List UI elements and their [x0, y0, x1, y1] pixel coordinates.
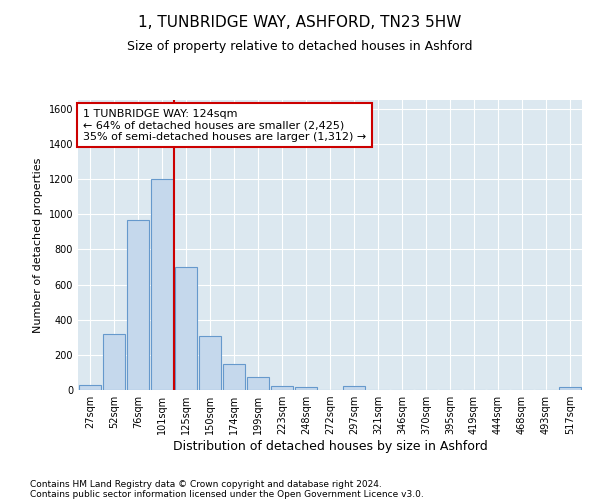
Bar — [79, 384, 101, 390]
Text: Contains HM Land Registry data © Crown copyright and database right 2024.: Contains HM Land Registry data © Crown c… — [30, 480, 382, 489]
Bar — [151, 179, 173, 390]
Text: Size of property relative to detached houses in Ashford: Size of property relative to detached ho… — [127, 40, 473, 53]
Bar — [559, 388, 581, 390]
Bar — [223, 364, 245, 390]
Text: Contains public sector information licensed under the Open Government Licence v3: Contains public sector information licen… — [30, 490, 424, 499]
Text: 1 TUNBRIDGE WAY: 124sqm
← 64% of detached houses are smaller (2,425)
35% of semi: 1 TUNBRIDGE WAY: 124sqm ← 64% of detache… — [83, 108, 366, 142]
Bar — [103, 334, 125, 390]
Bar — [343, 386, 365, 390]
Bar — [295, 388, 317, 390]
Bar — [199, 336, 221, 390]
X-axis label: Distribution of detached houses by size in Ashford: Distribution of detached houses by size … — [173, 440, 487, 453]
Bar — [271, 386, 293, 390]
Bar — [127, 220, 149, 390]
Bar — [175, 267, 197, 390]
Bar — [247, 377, 269, 390]
Y-axis label: Number of detached properties: Number of detached properties — [33, 158, 43, 332]
Text: 1, TUNBRIDGE WAY, ASHFORD, TN23 5HW: 1, TUNBRIDGE WAY, ASHFORD, TN23 5HW — [139, 15, 461, 30]
